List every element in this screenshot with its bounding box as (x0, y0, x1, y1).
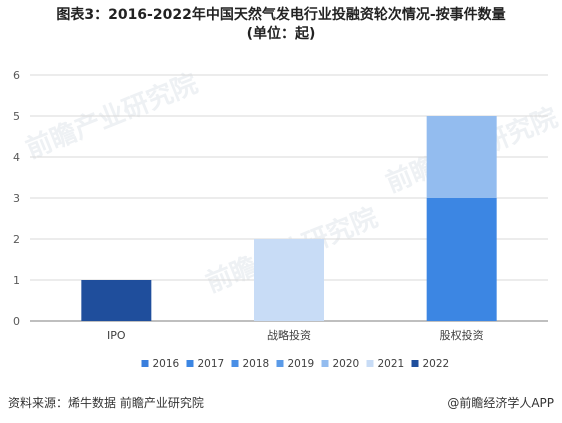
y-tick-label: 6 (13, 69, 20, 82)
bar-segment-2017 (426, 198, 497, 321)
legend-label-2016: 2016 (153, 358, 180, 370)
legend-swatch-2019 (276, 360, 284, 367)
legend-swatch-2020 (321, 360, 329, 367)
x-tick-label: IPO (107, 329, 126, 342)
chart-title: 图表3：2016-2022年中国天然气发电行业投融资轮次情况-按事件数量 (单位… (0, 6, 562, 44)
legend-swatch-2021 (366, 360, 374, 367)
y-tick-label: 0 (13, 315, 20, 328)
legend-label-2019: 2019 (288, 358, 315, 370)
bar-segment-2020 (426, 116, 497, 198)
source-note: 资料来源：烯牛数据 前瞻产业研究院 (8, 396, 204, 410)
legend-label-2020: 2020 (333, 358, 360, 370)
legend-swatch-2017 (186, 360, 194, 367)
legend-swatch-2022 (411, 360, 419, 367)
x-tick-label: 股权投资 (440, 328, 484, 342)
y-tick-label: 2 (13, 233, 20, 246)
legend-label-2022: 2022 (423, 358, 450, 370)
bar-segment-2022 (81, 280, 152, 321)
legend-label-2021: 2021 (378, 358, 405, 370)
legend-label-2017: 2017 (198, 358, 225, 370)
y-tick-label: 4 (13, 151, 20, 164)
y-tick-label: 5 (13, 110, 20, 123)
legend-swatch-2018 (231, 360, 239, 367)
brand-label: @前瞻经济学人APP (447, 396, 554, 410)
y-tick-label: 1 (13, 274, 20, 287)
legend-swatch-2016 (141, 360, 149, 367)
bar-segment-2021 (254, 239, 324, 321)
chart-title-line2: (单位：起) (246, 26, 316, 42)
y-tick-label: 3 (13, 192, 20, 205)
legend-label-2018: 2018 (243, 358, 270, 370)
x-tick-label: 战略投资 (267, 328, 311, 342)
chart-title-line1: 图表3：2016-2022年中国天然气发电行业投融资轮次情况-按事件数量 (56, 7, 506, 23)
